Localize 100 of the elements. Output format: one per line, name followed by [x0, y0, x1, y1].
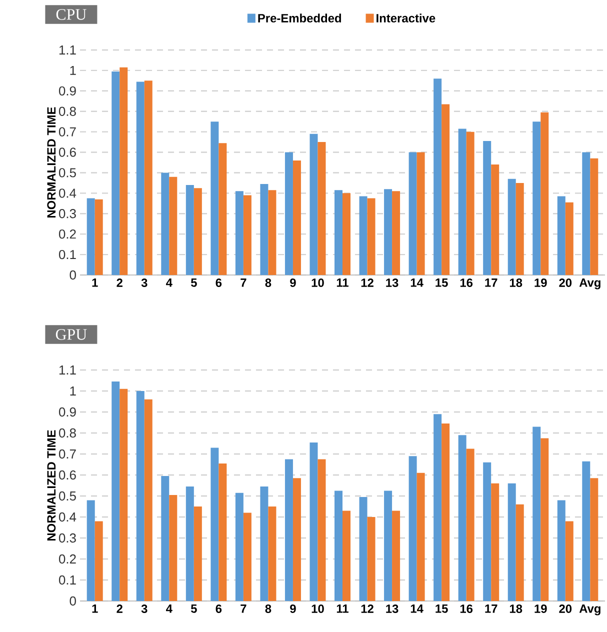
- x-tick-label: 10: [312, 278, 324, 287]
- bar: [318, 142, 326, 275]
- bar: [136, 82, 144, 275]
- bar: [557, 500, 566, 601]
- bar: [94, 199, 103, 275]
- bar: [260, 184, 268, 275]
- x-tick-label: 12: [361, 278, 374, 287]
- y-tick-label: 1.1: [59, 366, 76, 374]
- bar: [268, 506, 276, 601]
- chart-title: CPU: [56, 9, 86, 20]
- y-tick-label: 0.4: [58, 512, 76, 522]
- bar: [516, 182, 524, 275]
- bar: [292, 160, 301, 275]
- bar: [260, 486, 268, 601]
- bar: [310, 442, 318, 601]
- bar: [565, 521, 574, 601]
- x-tick-label: 5: [190, 604, 197, 613]
- bar: [483, 462, 492, 601]
- bar: [161, 476, 170, 601]
- y-tick-label: 0.2: [58, 554, 76, 564]
- x-tick-label: 6: [216, 278, 222, 287]
- y-tick-label: 1: [70, 386, 76, 396]
- x-tick-label: 14: [410, 604, 424, 613]
- bar: [318, 459, 326, 601]
- x-tick-label: 8: [265, 604, 272, 613]
- bar: [416, 152, 425, 275]
- legend-label: Pre-Embedded: [258, 14, 341, 22]
- y-axis-title: NORMALIZED TIME: [47, 430, 56, 540]
- bar: [359, 196, 368, 275]
- bar: [516, 504, 524, 601]
- y-tick-label: 0.7: [58, 449, 76, 459]
- x-tick-label: 17: [485, 604, 498, 613]
- bar: [392, 191, 400, 275]
- x-tick-label: 10: [312, 604, 324, 613]
- x-tick-label: Avg: [579, 278, 600, 290]
- bar: [144, 80, 152, 275]
- bar: [367, 198, 376, 275]
- y-tick-label: 0.1: [58, 250, 76, 260]
- bar: [367, 517, 376, 601]
- x-tick-label: 5: [190, 278, 197, 287]
- bar: [186, 184, 194, 275]
- bar: [466, 448, 474, 601]
- y-tick-label: 0.4: [58, 188, 76, 198]
- x-tick-label: 2: [116, 604, 122, 613]
- bar: [194, 506, 202, 601]
- bar: [268, 190, 276, 275]
- bar: [86, 500, 95, 601]
- bar: [384, 189, 392, 275]
- x-tick-label: Avg: [579, 604, 600, 616]
- x-tick-label: 9: [290, 604, 296, 613]
- bar: [334, 190, 343, 275]
- chart-title: GPU: [56, 329, 87, 340]
- bar: [540, 438, 549, 601]
- legend-label: Interactive: [376, 14, 436, 22]
- bar: [120, 388, 128, 601]
- y-tick-label: 1.1: [59, 46, 76, 54]
- y-tick-label: 0: [70, 596, 76, 606]
- x-tick-label: 16: [460, 278, 473, 287]
- bar: [483, 141, 492, 275]
- bar: [508, 483, 516, 601]
- x-tick-label: 20: [559, 278, 572, 287]
- bar: [292, 478, 301, 601]
- bar: [458, 435, 466, 601]
- x-tick-label: 16: [460, 604, 473, 613]
- bar: [112, 71, 120, 275]
- x-tick-label: 7: [240, 278, 246, 287]
- y-tick-label: 0.3: [58, 533, 76, 543]
- y-tick-label: 0.6: [58, 470, 76, 480]
- bar: [590, 478, 598, 601]
- x-tick-label: 3: [141, 604, 148, 614]
- bar: [243, 195, 252, 275]
- bar: [582, 461, 590, 601]
- x-tick-label: 3: [141, 278, 148, 288]
- x-tick-label: 18: [510, 604, 522, 613]
- x-tick-label: 2: [116, 278, 122, 287]
- y-tick-label: 0.5: [58, 168, 76, 178]
- bar: [392, 510, 400, 601]
- x-tick-label: 6: [216, 604, 222, 613]
- bar: [590, 158, 598, 275]
- bar: [161, 172, 170, 275]
- bar: [442, 104, 450, 275]
- bar: [334, 490, 343, 601]
- bar: [416, 472, 425, 601]
- x-tick-label: 4: [166, 278, 172, 287]
- y-tick-label: 0.9: [58, 86, 76, 96]
- bar: [284, 152, 293, 275]
- bar: [120, 67, 128, 275]
- bar: [342, 193, 351, 275]
- bar: [169, 176, 178, 275]
- bar: [434, 78, 442, 275]
- x-tick-label: 19: [534, 604, 547, 613]
- bar: [491, 164, 500, 275]
- y-tick-label: 1: [70, 66, 76, 75]
- bar: [112, 382, 120, 601]
- y-tick-label: 0.9: [58, 407, 76, 417]
- bar: [284, 459, 293, 601]
- bar: [466, 132, 474, 275]
- x-tick-label: 1: [92, 278, 98, 287]
- bar: [582, 152, 590, 275]
- x-tick-label: 9: [290, 278, 296, 287]
